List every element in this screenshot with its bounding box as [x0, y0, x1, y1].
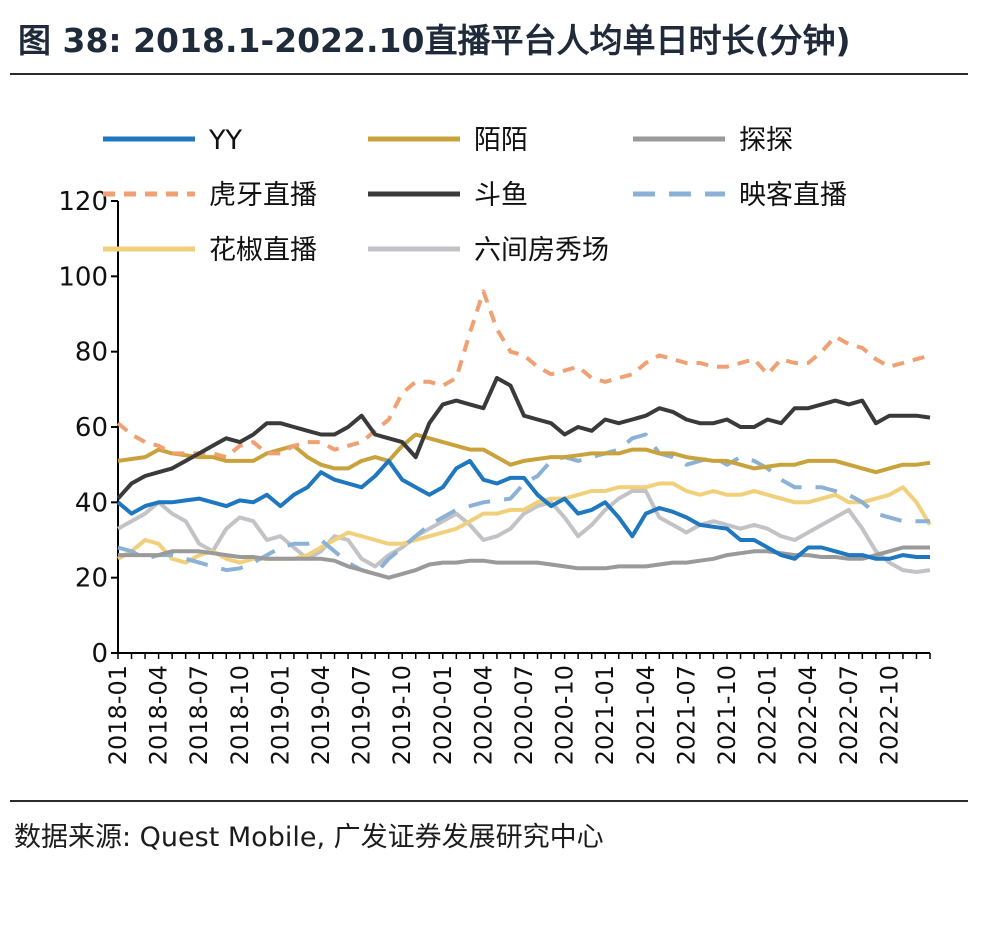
y-tick-label: 40	[75, 488, 108, 518]
x-tick-label: 2020-10	[551, 665, 579, 765]
y-tick-label: 80	[75, 338, 108, 368]
series-line-斗鱼	[116, 376, 931, 500]
y-tick-label: 20	[75, 564, 108, 594]
series-line-探探	[118, 545, 930, 580]
series-line-YY	[116, 458, 930, 561]
series-line-映客直播	[117, 432, 930, 576]
x-tick-label: 2018-07	[185, 665, 213, 765]
x-tick-label: 2022-04	[794, 665, 822, 765]
legend-label: 花椒直播	[209, 235, 317, 266]
legend-label: YY	[208, 125, 242, 156]
chart-axes: 0 20 40 60 80 100 120 2018-01 2018-04 2018-07 2018…	[58, 187, 931, 765]
source-note: 数据来源: Quest Mobile, 广发证券发展研究中心	[14, 822, 604, 853]
title-divider	[10, 73, 968, 75]
series-line-六间房秀场	[117, 489, 931, 574]
series-line-虎牙直播	[116, 289, 931, 460]
x-tick-label: 2020-04	[469, 665, 497, 765]
x-tick-label: 2018-01	[104, 665, 132, 765]
source-divider	[10, 800, 968, 802]
legend-label: 陌陌	[474, 125, 528, 156]
x-tick-label: 2019-07	[348, 665, 376, 765]
legend-label: 六间房秀场	[474, 235, 609, 266]
legend-label: 映客直播	[739, 180, 847, 211]
x-tick-label: 2022-07	[835, 665, 863, 765]
x-tick-label: 2021-07	[672, 665, 700, 765]
x-tick-label: 2019-10	[388, 665, 416, 765]
legend-label: 虎牙直播	[209, 180, 317, 211]
y-tick-label: 0	[91, 639, 108, 669]
series-line-陌陌	[117, 432, 931, 475]
x-tick-label: 2019-04	[307, 665, 335, 765]
x-tick-label: 2019-01	[266, 665, 294, 765]
x-tick-label: 2021-04	[632, 665, 660, 765]
x-tick-label: 2020-01	[429, 665, 457, 765]
x-tick-label: 2022-01	[754, 665, 782, 765]
y-tick-label: 60	[75, 413, 108, 443]
series-line-花椒直播	[117, 481, 932, 565]
y-tick-label: 120	[58, 187, 108, 217]
x-tick-label: 2021-01	[591, 665, 619, 765]
x-tick-label: 2022-10	[875, 665, 903, 765]
legend-label: 斗鱼	[474, 180, 528, 211]
x-tick-label: 2021-10	[713, 665, 741, 765]
legend-label: 探探	[739, 125, 793, 156]
x-tick-label: 2018-04	[145, 665, 173, 765]
x-tick-label: 2020-07	[510, 665, 538, 765]
x-tick-label: 2018-10	[226, 665, 254, 765]
chart-title: 图 38: 2018.1-2022.10直播平台人均单日时长(分钟)	[18, 21, 851, 60]
chart-series	[116, 289, 932, 580]
y-tick-label: 100	[58, 262, 108, 292]
